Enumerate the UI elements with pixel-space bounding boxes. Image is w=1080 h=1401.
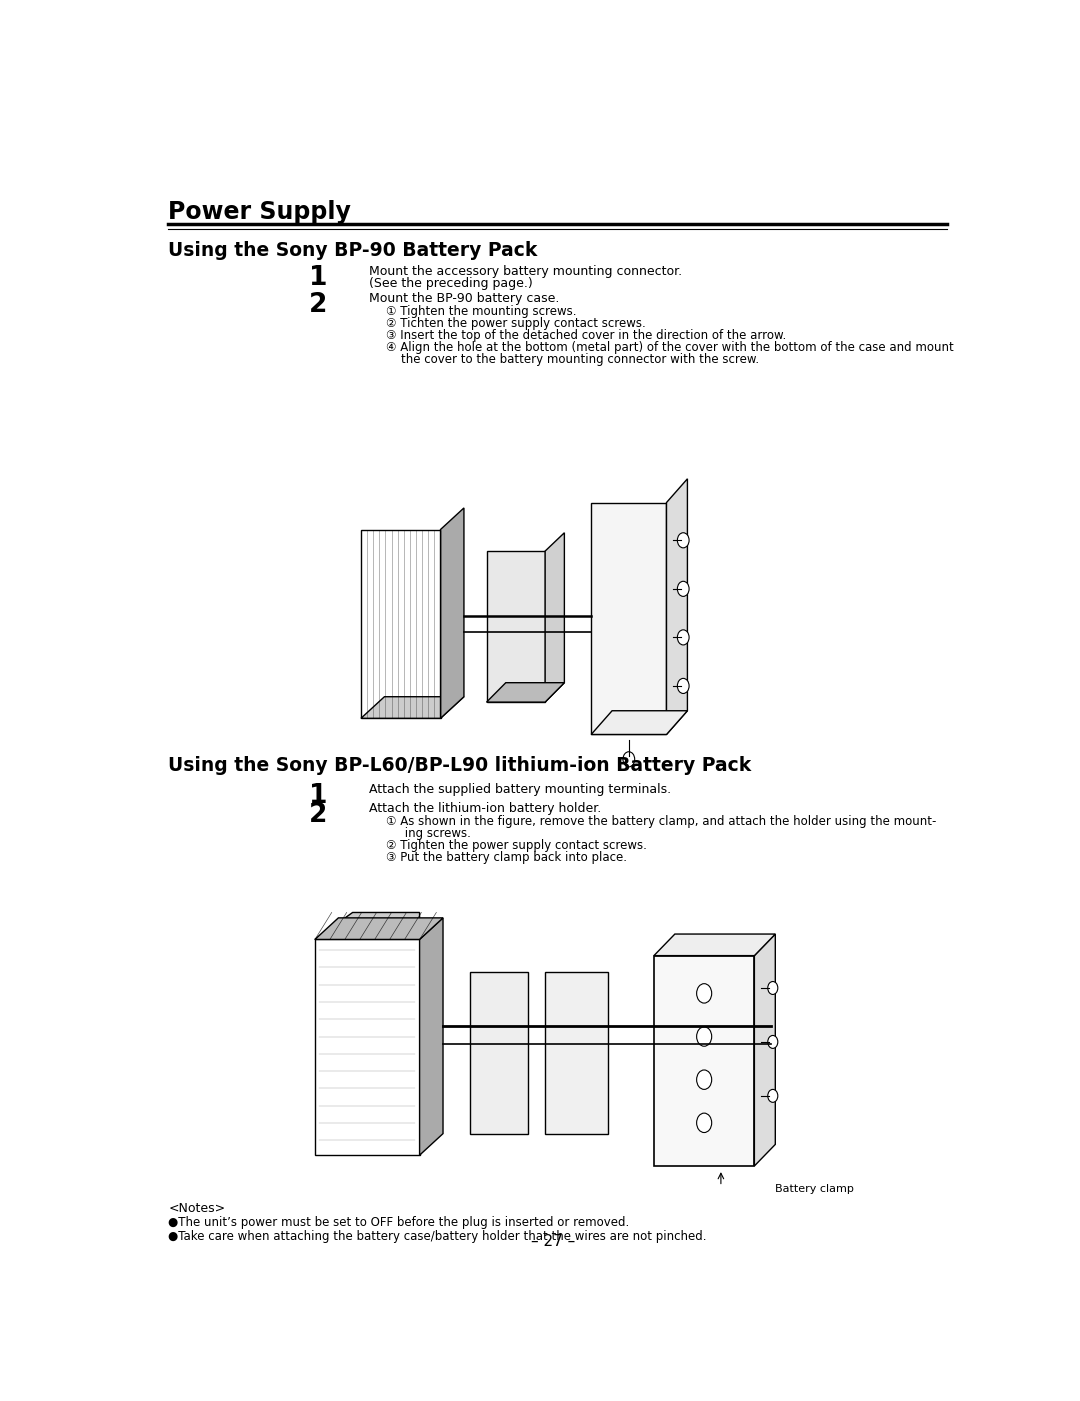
Polygon shape: [315, 940, 420, 1156]
Polygon shape: [441, 509, 464, 719]
Circle shape: [697, 1070, 712, 1090]
Polygon shape: [545, 532, 565, 702]
Polygon shape: [361, 696, 464, 719]
Text: ③ Put the battery clamp back into place.: ③ Put the battery clamp back into place.: [387, 850, 627, 864]
Circle shape: [677, 630, 689, 644]
Circle shape: [677, 581, 689, 597]
Text: – 27 –: – 27 –: [531, 1234, 576, 1248]
Text: ③ Insert the top of the detached cover in the direction of the arrow.: ③ Insert the top of the detached cover i…: [387, 329, 786, 342]
Polygon shape: [315, 918, 443, 940]
Text: ●The unit’s power must be set to OFF before the plug is inserted or removed.: ●The unit’s power must be set to OFF bef…: [168, 1216, 630, 1229]
Polygon shape: [315, 912, 420, 940]
Polygon shape: [486, 682, 565, 702]
Circle shape: [697, 984, 712, 1003]
Text: ① As shown in the figure, remove the battery clamp, and attach the holder using : ① As shown in the figure, remove the bat…: [387, 815, 936, 828]
Circle shape: [768, 1035, 778, 1048]
Polygon shape: [545, 972, 608, 1133]
Polygon shape: [591, 710, 688, 734]
Text: <Notes>: <Notes>: [168, 1202, 226, 1215]
Text: ① Tighten the mounting screws.: ① Tighten the mounting screws.: [387, 305, 577, 318]
Text: ing screws.: ing screws.: [387, 827, 471, 841]
Polygon shape: [470, 972, 528, 1133]
Text: Using the Sony BP-L60/BP-L90 lithium-ion Battery Pack: Using the Sony BP-L60/BP-L90 lithium-ion…: [168, 757, 752, 775]
Text: ●Take care when attaching the battery case/battery holder that the wires are not: ●Take care when attaching the battery ca…: [168, 1230, 707, 1243]
Text: ② Tichten the power supply contact screws.: ② Tichten the power supply contact screw…: [387, 317, 646, 331]
Text: the cover to the battery mounting connector with the screw.: the cover to the battery mounting connec…: [387, 353, 759, 366]
Circle shape: [677, 532, 689, 548]
Text: Mount the accessory battery mounting connector.: Mount the accessory battery mounting con…: [369, 265, 683, 279]
Text: ④ Align the hole at the bottom (metal part) of the cover with the bottom of the : ④ Align the hole at the bottom (metal pa…: [387, 340, 954, 353]
Text: 2: 2: [309, 293, 327, 318]
Polygon shape: [666, 479, 688, 734]
Circle shape: [768, 982, 778, 995]
Text: (See the preceding page.): (See the preceding page.): [369, 277, 534, 290]
Polygon shape: [653, 955, 754, 1166]
Circle shape: [677, 678, 689, 693]
Polygon shape: [653, 934, 775, 955]
Text: Power Supply: Power Supply: [168, 200, 351, 224]
Text: Battery clamp: Battery clamp: [775, 1184, 854, 1194]
Polygon shape: [591, 503, 666, 734]
Circle shape: [768, 1090, 778, 1103]
Text: 1: 1: [309, 783, 327, 808]
Text: 2: 2: [309, 803, 327, 828]
Text: Mount the BP-90 battery case.: Mount the BP-90 battery case.: [369, 293, 559, 305]
Text: 1: 1: [309, 265, 327, 291]
Text: Using the Sony BP-90 Battery Pack: Using the Sony BP-90 Battery Pack: [168, 241, 538, 261]
Text: ② Tighten the power supply contact screws.: ② Tighten the power supply contact screw…: [387, 839, 647, 852]
Text: Attach the supplied battery mounting terminals.: Attach the supplied battery mounting ter…: [369, 783, 672, 796]
Polygon shape: [486, 551, 545, 702]
Polygon shape: [420, 918, 443, 1156]
Circle shape: [697, 1114, 712, 1132]
Text: Attach the lithium-ion battery holder.: Attach the lithium-ion battery holder.: [369, 803, 602, 815]
Polygon shape: [754, 934, 775, 1166]
FancyBboxPatch shape: [361, 530, 441, 719]
Circle shape: [697, 1027, 712, 1047]
Circle shape: [623, 752, 635, 766]
